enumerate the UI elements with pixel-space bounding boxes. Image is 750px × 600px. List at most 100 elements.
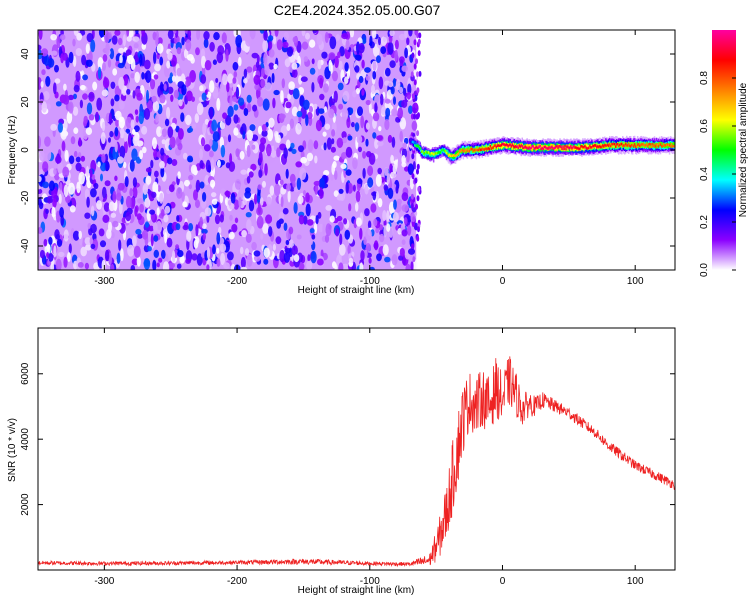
noise-blob (384, 119, 390, 131)
noise-blob (300, 150, 305, 159)
noise-blob (167, 86, 174, 95)
noise-edge-blob (417, 226, 420, 233)
noise-blob (407, 163, 414, 175)
noise-blob (238, 97, 245, 106)
ridge-cell (573, 145, 575, 148)
ridge-cell (510, 145, 512, 148)
y-tick-label: 6000 (20, 362, 31, 385)
noise-blob (344, 62, 349, 72)
noise-blob (324, 31, 329, 44)
noise-blob (152, 137, 157, 150)
noise-blob (391, 108, 398, 117)
ridge-cell (524, 145, 526, 148)
noise-blob (262, 98, 270, 111)
ridge-cell (561, 147, 563, 150)
noise-blob (161, 249, 166, 259)
ridge-cell (580, 145, 582, 148)
noise-blob (392, 78, 397, 87)
noise-blob (404, 30, 408, 39)
noise-blob (42, 181, 49, 189)
y-tick-label: 40 (20, 48, 31, 60)
noise-blob (234, 217, 239, 224)
ridge-cell (501, 143, 503, 149)
noise-blob (289, 118, 295, 129)
ridge-cell (603, 145, 605, 148)
noise-blob (60, 215, 65, 226)
noise-blob (63, 184, 69, 198)
noise-blob (204, 174, 210, 186)
noise-blob (164, 118, 170, 127)
noise-blob (89, 168, 93, 178)
noise-blob (392, 164, 397, 174)
ridge-cell (512, 144, 514, 148)
noise-blob (338, 243, 346, 256)
noise-blob (359, 262, 364, 270)
ridge-cell (502, 143, 504, 146)
noise-blob (205, 159, 211, 173)
noise-blob (240, 256, 246, 269)
noise-blob (85, 43, 90, 54)
noise-blob (382, 210, 387, 222)
noise-blob (307, 139, 314, 152)
noise-blob (257, 184, 262, 191)
noise-blob (235, 86, 240, 99)
noise-blob (53, 168, 57, 175)
ridge-cell (525, 146, 527, 149)
noise-blob (283, 252, 291, 263)
noise-blob (375, 227, 380, 234)
noise-blob (259, 30, 265, 34)
ridge-cell (630, 143, 633, 150)
noise-blob (178, 99, 183, 107)
noise-blob (257, 96, 264, 107)
noise-blob (255, 61, 260, 69)
ridge-cell (623, 144, 625, 147)
noise-blob (355, 88, 360, 95)
ridge-cell (550, 146, 552, 149)
ridge-cell (505, 143, 507, 146)
ridge-cell (556, 145, 558, 148)
noise-blob (85, 166, 90, 177)
ridge-cell (558, 145, 560, 148)
ridge-cell (649, 143, 652, 148)
ridge-cell (531, 146, 533, 152)
noise-blob (271, 72, 275, 84)
noise-blob (161, 128, 167, 138)
noise-edge-blob (411, 93, 415, 100)
noise-blob (298, 145, 304, 153)
noise-blob (354, 54, 362, 61)
noise-blob (254, 193, 258, 205)
noise-blob (235, 34, 243, 48)
ridge-cell (520, 144, 522, 147)
noise-blob (246, 144, 251, 158)
ridge-cell (562, 145, 564, 148)
noise-blob (58, 193, 62, 204)
ridge-cell (633, 143, 636, 146)
noise-blob (285, 168, 289, 179)
ridge-cell (496, 144, 499, 147)
noise-blob (401, 65, 409, 72)
noise-blob (114, 175, 118, 182)
noise-blob (398, 255, 404, 261)
noise-edge-blob (411, 173, 415, 180)
ridge-cell (600, 146, 602, 149)
noise-edge-blob (413, 39, 417, 46)
ridge-cell (508, 143, 510, 147)
ridge-cell (500, 144, 503, 147)
noise-blob (130, 265, 136, 270)
noise-blob (377, 167, 383, 175)
noise-blob (220, 159, 226, 166)
ridge-cell (662, 142, 665, 146)
noise-blob (82, 93, 88, 100)
x-tick-label: -300 (94, 576, 114, 587)
noise-blob (337, 82, 344, 91)
noise-blob (399, 247, 405, 257)
noise-blob (385, 67, 391, 77)
noise-blob (355, 202, 359, 212)
noise-blob (50, 123, 58, 131)
noise-blob (160, 147, 165, 156)
noise-blob (72, 38, 76, 47)
ridge-cell (471, 147, 474, 151)
ridge-cell (672, 144, 675, 148)
ridge-cell (612, 143, 614, 146)
ridge-cell (569, 146, 571, 149)
